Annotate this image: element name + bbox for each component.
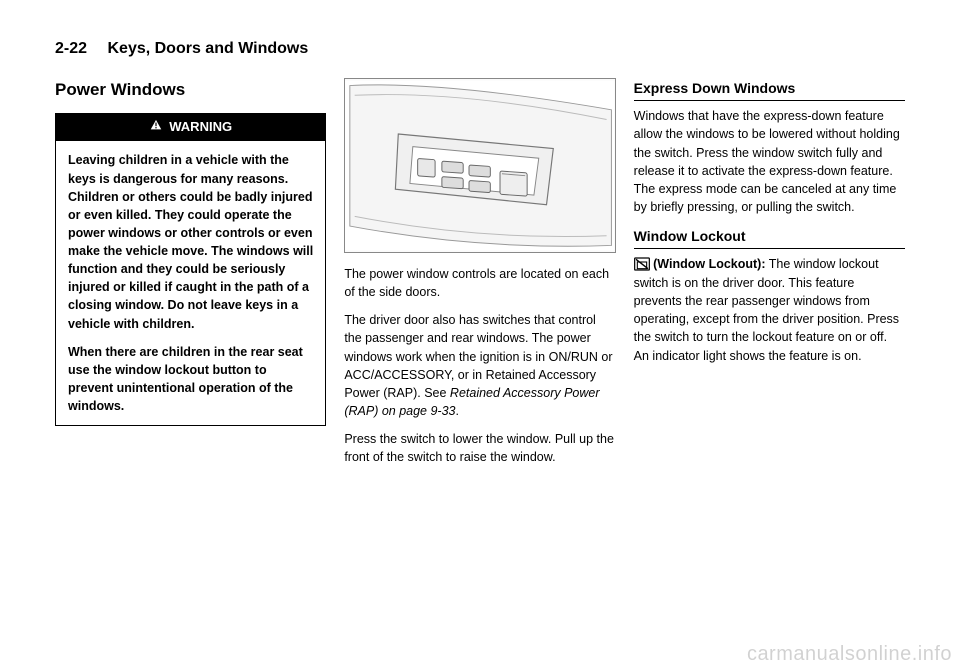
warning-box: WARNING Leaving children in a vehicle wi… [55,113,326,427]
warning-label: WARNING [169,118,232,137]
subheading-express-down: Express Down Windows [634,78,905,101]
door-controls-figure [344,78,615,253]
col3-paragraph-2: (Window Lockout): The window lockout swi… [634,255,905,364]
page-header: 2-22 Keys, Doors and Windows [55,40,905,58]
warning-paragraph-2: When there are children in the rear seat… [68,343,313,416]
content-columns: Power Windows WARNING Leaving children i… [55,78,905,476]
col2-paragraph-3: Press the switch to lower the window. Pu… [344,430,615,466]
col2-paragraph-1: The power window controls are located on… [344,265,615,301]
watermark: carmanualsonline.info [747,643,952,666]
column-1: Power Windows WARNING Leaving children i… [55,78,326,476]
manual-page: 2-22 Keys, Doors and Windows Power Windo… [0,0,960,672]
chapter-title: Keys, Doors and Windows [107,40,308,57]
window-lockout-icon [634,256,650,274]
col3-p2-text: The window lockout switch is on the driv… [634,257,899,362]
column-3: Express Down Windows Windows that have t… [634,78,905,476]
column-2: The power window controls are located on… [344,78,615,476]
col3-p2-bold: (Window Lockout): [653,257,765,271]
col2-paragraph-2: The driver door also has switches that c… [344,311,615,420]
warning-header: WARNING [56,114,325,142]
col3-paragraph-1: Windows that have the express-down featu… [634,107,905,216]
section-title-power-windows: Power Windows [55,78,326,103]
page-number: 2-22 [55,40,87,58]
warning-body: Leaving children in a vehicle with the k… [56,141,325,425]
col2-p2-text-b: . [456,404,459,418]
warning-triangle-icon [149,118,163,138]
warning-paragraph-1: Leaving children in a vehicle with the k… [68,151,313,332]
subheading-window-lockout: Window Lockout [634,226,905,249]
